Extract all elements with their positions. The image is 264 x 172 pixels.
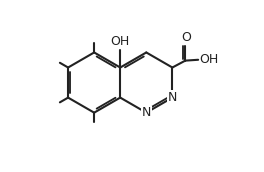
Text: OH: OH bbox=[111, 35, 130, 48]
Text: N: N bbox=[168, 91, 177, 104]
Text: OH: OH bbox=[199, 53, 218, 66]
Text: N: N bbox=[142, 106, 151, 119]
Text: O: O bbox=[181, 31, 191, 44]
